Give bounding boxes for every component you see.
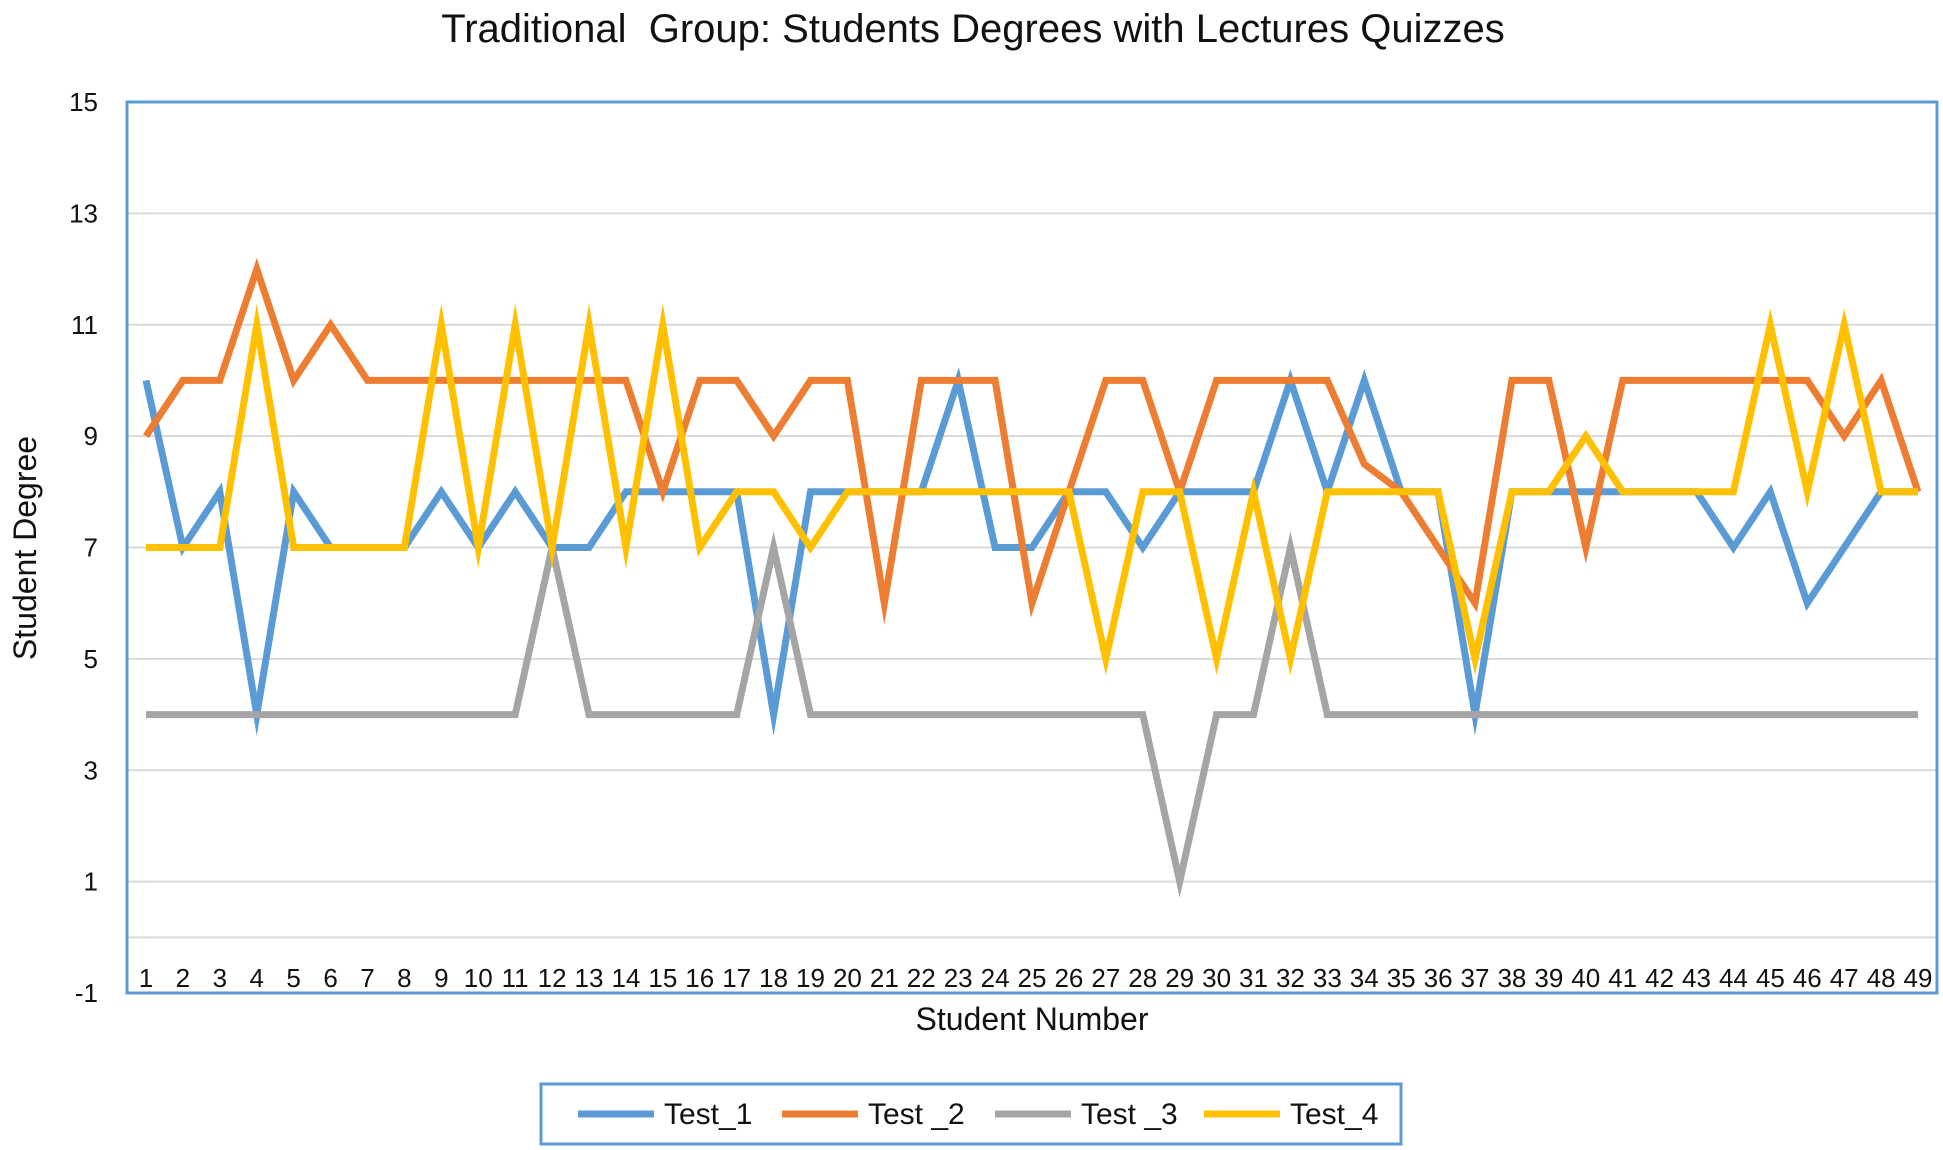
x-tick-label: 27 <box>1091 963 1120 993</box>
x-tick-label: 26 <box>1054 963 1083 993</box>
x-tick-label: 7 <box>360 963 374 993</box>
legend-items: Test_1 Test _2 Test _3 Test_4 <box>578 1098 1378 1131</box>
x-tick-label: 39 <box>1534 963 1563 993</box>
x-tick-label: 20 <box>833 963 862 993</box>
legend-label: Test _2 <box>868 1098 965 1131</box>
legend: Test_1 Test _2 Test _3 Test_4 <box>539 1082 1403 1146</box>
x-tick-label: 36 <box>1424 963 1453 993</box>
x-tick-label: 24 <box>981 963 1010 993</box>
x-axis-ticks: 1 2 3 4 5 6 7 8 9 10 11 12 13 14 15 16 17 18 19 20 21 22 23 24 2… <box>139 963 1933 993</box>
x-tick-label: 40 <box>1571 963 1600 993</box>
series-lines <box>142 257 1922 898</box>
y-tick-label: 3 <box>84 755 98 785</box>
x-tick-label: 5 <box>286 963 300 993</box>
x-tick-label: 48 <box>1867 963 1896 993</box>
y-tick-label: 7 <box>84 533 98 563</box>
x-tick-label: 32 <box>1276 963 1305 993</box>
x-tick-label: 4 <box>250 963 264 993</box>
x-tick-label: 21 <box>870 963 899 993</box>
series-line-test_2 <box>143 257 1922 625</box>
series-line-test_4 <box>146 303 1918 676</box>
x-tick-label: 16 <box>685 963 714 993</box>
x-tick-label: 9 <box>434 963 448 993</box>
x-tick-label: 43 <box>1682 963 1711 993</box>
x-axis-title: Student Number <box>915 1001 1148 1037</box>
x-tick-label: 30 <box>1202 963 1231 993</box>
gridlines <box>127 212 1937 939</box>
x-tick-label: 29 <box>1165 963 1194 993</box>
x-tick-label: 2 <box>176 963 190 993</box>
x-tick-label: 42 <box>1645 963 1674 993</box>
x-tick-label: 17 <box>722 963 751 993</box>
x-tick-label: 35 <box>1387 963 1416 993</box>
x-tick-label: 10 <box>464 963 493 993</box>
x-tick-label: 6 <box>323 963 337 993</box>
x-tick-label: 13 <box>575 963 604 993</box>
x-tick-label: 31 <box>1239 963 1268 993</box>
x-tick-label: 34 <box>1350 963 1379 993</box>
y-tick-label: 13 <box>69 198 98 228</box>
x-tick-label: 41 <box>1608 963 1637 993</box>
x-tick-label: 45 <box>1756 963 1785 993</box>
x-tick-label: 22 <box>907 963 936 993</box>
x-tick-label: 46 <box>1793 963 1822 993</box>
y-axis-title: Student Degree <box>7 436 43 660</box>
x-tick-label: 23 <box>944 963 973 993</box>
x-tick-label: 44 <box>1719 963 1748 993</box>
legend-label: Test_4 <box>1290 1098 1378 1131</box>
legend-label: Test_1 <box>664 1098 752 1131</box>
series-line-test_3 <box>146 531 1918 898</box>
x-tick-label: 28 <box>1128 963 1157 993</box>
x-tick-label: 37 <box>1461 963 1490 993</box>
x-tick-label: 49 <box>1904 963 1933 993</box>
x-tick-label: 15 <box>648 963 677 993</box>
y-tick-label: 11 <box>71 310 98 340</box>
x-tick-label: 18 <box>759 963 788 993</box>
legend-label: Test _3 <box>1081 1098 1178 1131</box>
x-tick-label: 33 <box>1313 963 1342 993</box>
x-tick-label: 25 <box>1018 963 1047 993</box>
y-tick-label: -1 <box>75 978 98 1008</box>
y-tick-label: 9 <box>84 421 98 451</box>
plot-area-border <box>125 100 1939 995</box>
y-tick-label: 1 <box>84 867 98 897</box>
x-tick-label: 19 <box>796 963 825 993</box>
y-tick-label: 15 <box>69 87 98 117</box>
x-tick-label: 1 <box>139 963 153 993</box>
x-tick-label: 47 <box>1830 963 1859 993</box>
x-tick-label: 8 <box>397 963 411 993</box>
x-tick-label: 3 <box>213 963 227 993</box>
x-tick-label: 38 <box>1497 963 1526 993</box>
x-tick-label: 14 <box>611 963 640 993</box>
x-tick-label: 11 <box>502 963 529 993</box>
y-tick-label: 5 <box>84 644 98 674</box>
x-tick-label: 12 <box>538 963 567 993</box>
chart-title: Traditional Group: Students Degrees with… <box>441 7 1504 51</box>
